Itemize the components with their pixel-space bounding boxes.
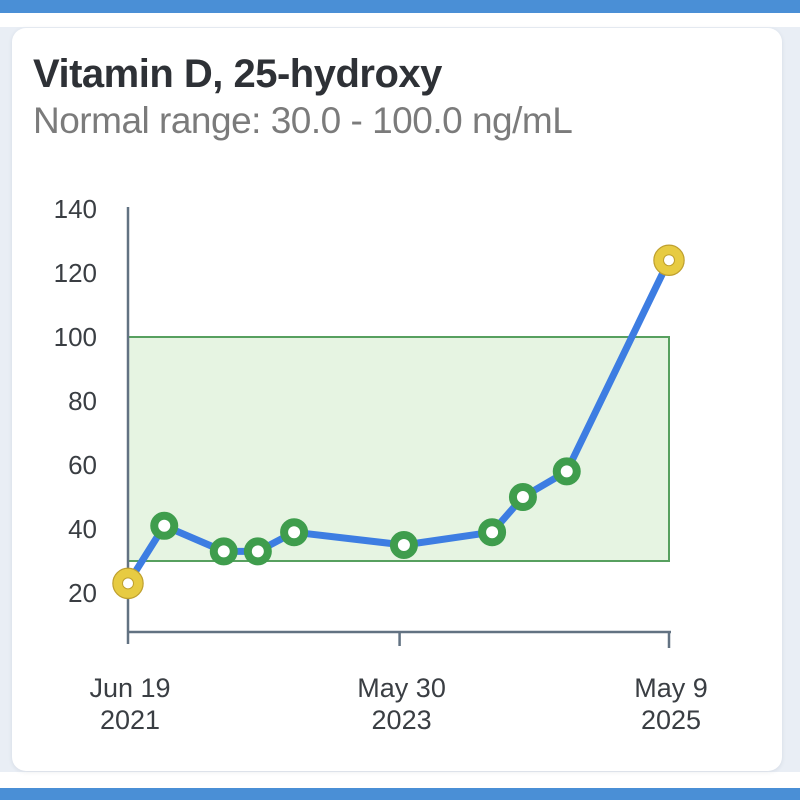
y-tick-label: 80 xyxy=(68,386,97,416)
x-tick-label: 2025 xyxy=(641,705,701,735)
y-tick-label: 20 xyxy=(68,578,97,608)
data-point-marker[interactable] xyxy=(552,457,581,486)
y-tick-label: 120 xyxy=(54,258,97,288)
data-point-marker[interactable] xyxy=(389,531,418,559)
normal-range-band xyxy=(127,336,670,562)
trend-line xyxy=(124,256,673,587)
data-point-marker[interactable] xyxy=(150,511,179,540)
out-of-range-marker-inner-outline xyxy=(663,254,675,267)
normal-range-label: Normal range: 30.0 - 100.0 ng/mL xyxy=(33,100,573,141)
y-tick-label: 60 xyxy=(68,450,97,480)
data-point-marker[interactable] xyxy=(280,518,309,547)
out-of-range-marker-outline xyxy=(653,244,685,276)
out-of-range-marker-outline xyxy=(112,567,144,600)
y-tick-label: 40 xyxy=(68,514,97,544)
x-tick-label: 2023 xyxy=(372,705,432,735)
x-tick-label: 2021 xyxy=(100,705,160,735)
bottom-chrome-bar xyxy=(0,788,800,800)
data-point-marker[interactable] xyxy=(243,537,272,566)
data-point-marker[interactable] xyxy=(654,245,684,275)
out-of-range-marker-inner-outline xyxy=(122,577,134,590)
data-point-marker[interactable] xyxy=(113,568,143,598)
chart-title: Vitamin D, 25-hydroxy xyxy=(33,52,442,96)
top-chrome-bar xyxy=(0,0,800,13)
x-tick-label: Jun 19 xyxy=(89,673,170,703)
y-tick-label: 100 xyxy=(54,322,97,352)
data-point-marker[interactable] xyxy=(508,483,537,511)
data-point-marker[interactable] xyxy=(209,537,238,566)
y-tick-label: 140 xyxy=(54,194,97,224)
x-tick-label: May 9 xyxy=(634,673,708,703)
x-tick-label: May 30 xyxy=(357,673,446,703)
data-point-marker[interactable] xyxy=(478,518,507,547)
